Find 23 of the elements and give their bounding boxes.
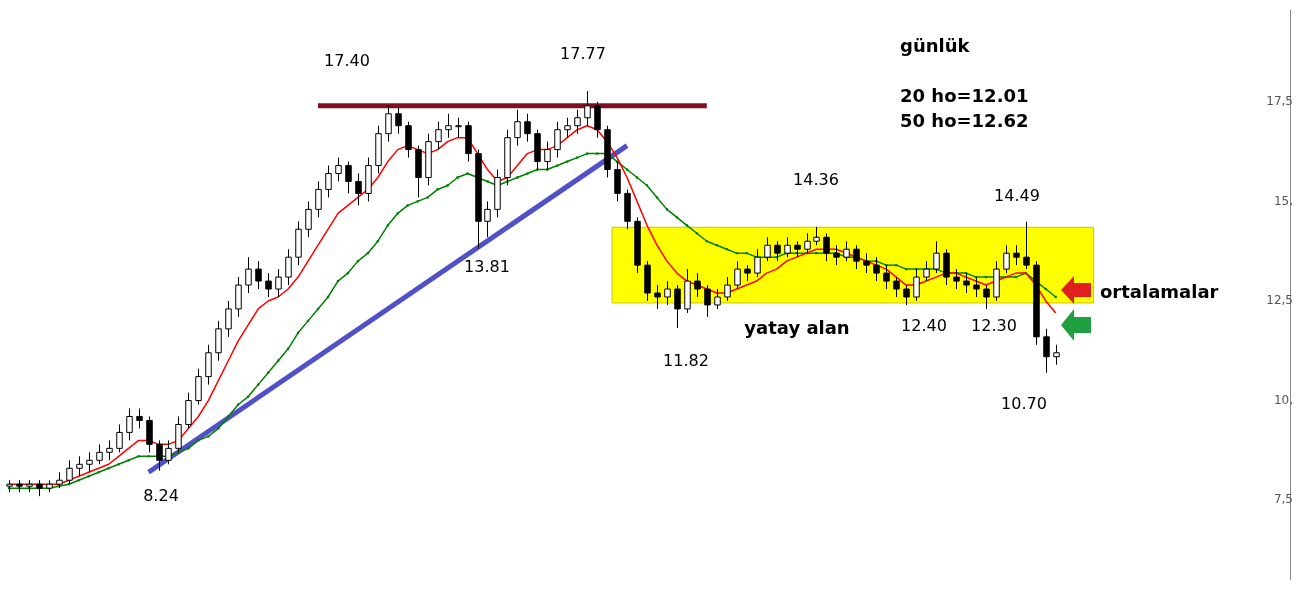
candlestick [335,157,342,182]
annotation: 50 ho=12.62 [900,109,1029,131]
annotation: 13.81 [464,257,510,277]
candlestick [325,165,332,198]
annotation: 20 ho=12.01 [900,84,1029,106]
candlestick [345,161,352,194]
candlestick [614,161,621,202]
annotation: 11.82 [663,351,709,371]
annotation: yatay alan [744,316,850,338]
candlestick [355,173,362,206]
text: günlük [900,34,971,56]
annotation: 12.30 [971,316,1017,336]
annotation: ortalamalar [1100,280,1219,302]
candlestick [185,392,192,429]
annotation: 17.40 [324,51,370,71]
annotation: 8.24 [143,486,179,506]
candlestick [126,408,133,441]
annotation: 10.70 [1001,394,1047,414]
annotation: 14.36 [793,170,839,190]
annotation: 17.77 [560,44,606,64]
candlestick [136,408,143,429]
annotation: 12.40 [901,316,947,336]
annotation: 14.49 [994,186,1040,206]
